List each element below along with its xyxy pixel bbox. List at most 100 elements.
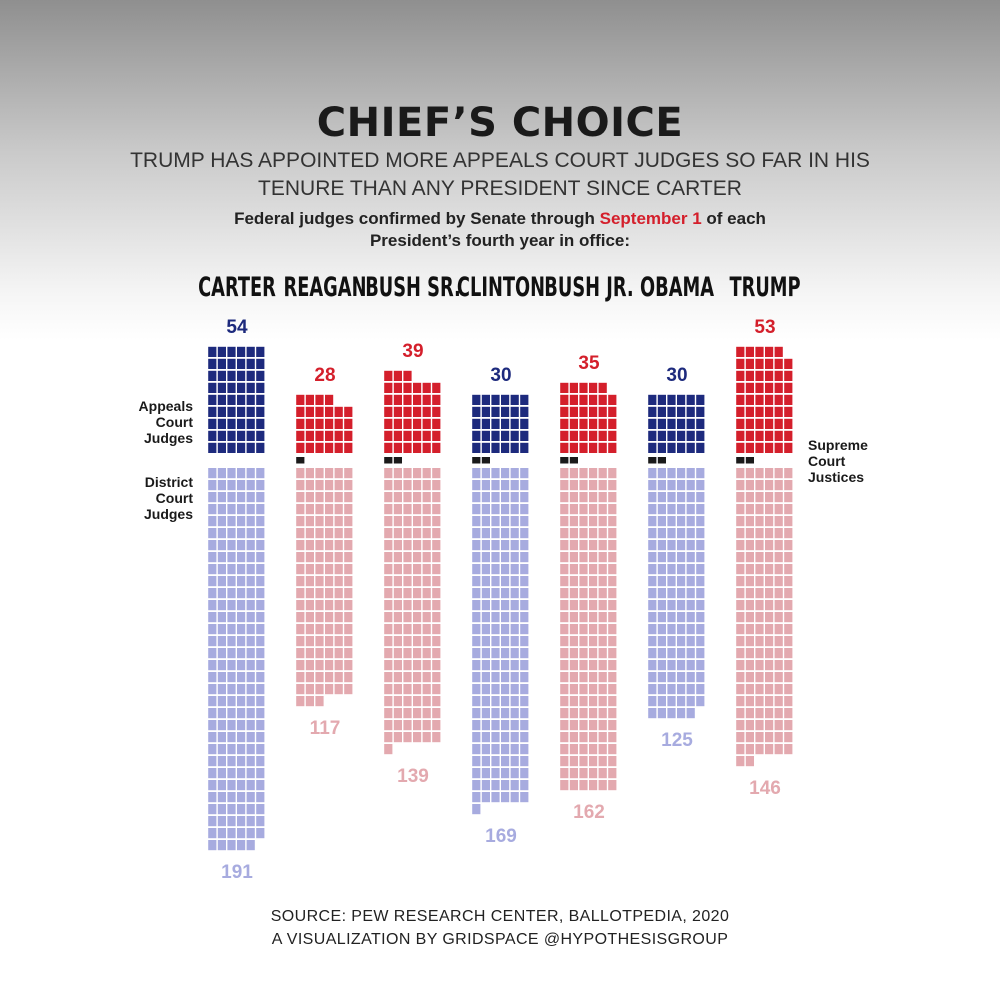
- district-square: [520, 600, 529, 611]
- appeals-square: [755, 418, 764, 429]
- appeals-square: [608, 442, 617, 453]
- district-square: [315, 576, 324, 587]
- district-square: [765, 696, 774, 707]
- district-square: [608, 648, 617, 659]
- appeals-square: [598, 418, 607, 429]
- appeals-square: [745, 406, 754, 417]
- district-square: [334, 492, 343, 503]
- district-square: [569, 480, 578, 491]
- district-square: [227, 588, 236, 599]
- district-square: [560, 732, 569, 743]
- appeals-square: [227, 382, 236, 393]
- district-square: [686, 684, 695, 695]
- appeals-square: [384, 382, 393, 393]
- district-square: [745, 492, 754, 503]
- district-square: [227, 636, 236, 647]
- appeals-group: [648, 394, 705, 453]
- district-square: [403, 468, 412, 479]
- district-square: [227, 840, 236, 851]
- appeals-square: [256, 382, 265, 393]
- category-label: CARTER: [198, 272, 276, 303]
- supreme-square: [736, 457, 745, 464]
- appeals-square: [736, 394, 745, 405]
- district-square: [745, 624, 754, 635]
- district-square: [774, 564, 783, 575]
- intro-text: Federal judges confirmed by Senate throu…: [234, 209, 600, 228]
- district-square: [422, 672, 431, 683]
- district-square: [677, 660, 686, 671]
- district-square: [598, 588, 607, 599]
- appeals-square: [774, 442, 783, 453]
- district-square: [765, 624, 774, 635]
- district-square: [560, 696, 569, 707]
- district-square: [305, 528, 314, 539]
- appeals-square: [325, 430, 334, 441]
- appeals-square: [755, 430, 764, 441]
- district-square: [569, 504, 578, 515]
- district-square: [579, 768, 588, 779]
- district-square: [569, 672, 578, 683]
- district-square: [344, 564, 353, 575]
- district-square: [579, 648, 588, 659]
- district-square: [208, 660, 217, 671]
- district-square: [579, 564, 588, 575]
- district-square: [608, 576, 617, 587]
- appeals-square: [305, 442, 314, 453]
- appeals-square: [246, 382, 255, 393]
- district-square: [315, 492, 324, 503]
- district-square: [413, 672, 422, 683]
- district-square: [598, 636, 607, 647]
- district-square: [227, 804, 236, 815]
- district-square: [393, 732, 402, 743]
- district-square: [598, 624, 607, 635]
- district-square: [677, 600, 686, 611]
- district-square: [774, 660, 783, 671]
- district-square: [648, 468, 657, 479]
- district-square: [384, 540, 393, 551]
- district-square: [246, 720, 255, 731]
- district-square: [589, 528, 598, 539]
- district-square: [217, 672, 226, 683]
- district-square: [569, 552, 578, 563]
- district-square: [491, 504, 500, 515]
- district-square: [413, 612, 422, 623]
- district-square: [736, 492, 745, 503]
- appeals-square: [657, 442, 666, 453]
- appeals-square: [246, 418, 255, 429]
- district-square: [227, 492, 236, 503]
- appeals-square: [384, 406, 393, 417]
- district-square: [472, 588, 481, 599]
- district-square: [510, 720, 519, 731]
- district-square: [422, 576, 431, 587]
- district-square: [598, 708, 607, 719]
- district-square: [325, 612, 334, 623]
- district-square: [432, 492, 441, 503]
- district-square: [667, 696, 676, 707]
- appeals-square: [755, 358, 764, 369]
- district-square: [227, 768, 236, 779]
- appeals-square: [608, 418, 617, 429]
- appeals-square: [413, 394, 422, 405]
- district-square: [246, 468, 255, 479]
- appeals-square: [755, 406, 764, 417]
- district-square: [246, 816, 255, 827]
- district-square: [481, 480, 490, 491]
- district-square: [755, 660, 764, 671]
- district-square: [501, 600, 510, 611]
- appeals-square: [227, 406, 236, 417]
- district-square: [736, 732, 745, 743]
- appeals-square: [569, 406, 578, 417]
- district-square: [501, 540, 510, 551]
- district-square: [208, 528, 217, 539]
- district-square: [774, 492, 783, 503]
- district-square: [784, 624, 793, 635]
- district-square: [432, 552, 441, 563]
- appeals-square: [315, 430, 324, 441]
- district-square: [334, 600, 343, 611]
- appeals-square: [217, 418, 226, 429]
- district-square: [677, 540, 686, 551]
- district-square: [344, 636, 353, 647]
- district-square: [344, 480, 353, 491]
- appeals-square: [217, 358, 226, 369]
- appeals-square: [569, 418, 578, 429]
